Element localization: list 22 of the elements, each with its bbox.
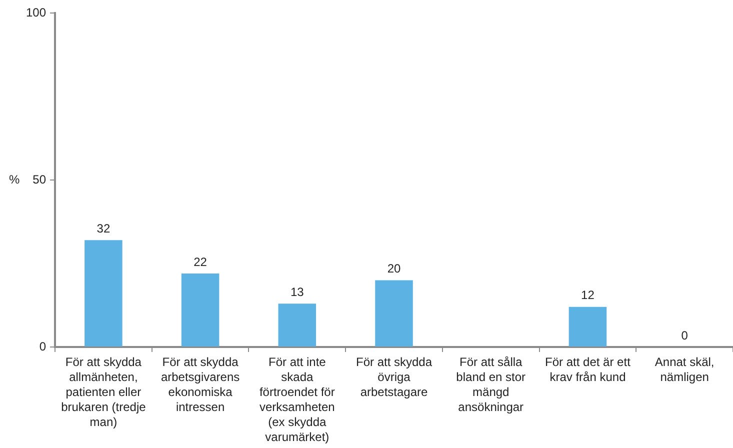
x-tick-label: För att det är ett krav från kund [545,354,632,384]
y-tick-label: 100 [26,5,46,20]
bar [375,280,413,346]
x-tick-label: Annat skäl, nämligen [654,354,714,384]
y-tick-label: 50 [32,172,46,186]
data-label: 13 [290,284,304,299]
x-tick-label: För att inte skada förtroendet för verksamheten (ex skydda varumärket) [259,354,335,444]
x-tick-label: För att skydda arbetsgivarens ekonomiska intressen [160,354,240,414]
data-label: 12 [581,288,595,302]
bar [568,306,607,346]
x-tick-label: För att sålla bland en stor mängd ansökningar [456,354,526,414]
x-tick-label: För att skydda övriga arbetstagare [356,354,432,399]
x-tick-label: För att skydda allmänheten, patienten eller brukaren (tredje man) [61,354,146,429]
bar [181,274,220,346]
data-label: 22 [194,254,208,269]
bar [84,240,122,346]
y-tick-label: 0 [39,339,46,354]
data-label: 32 [96,221,110,236]
bar [278,304,316,346]
data-label: 20 [387,262,402,276]
y-axis-title: % [9,172,20,186]
data-label: 0 [681,328,688,342]
